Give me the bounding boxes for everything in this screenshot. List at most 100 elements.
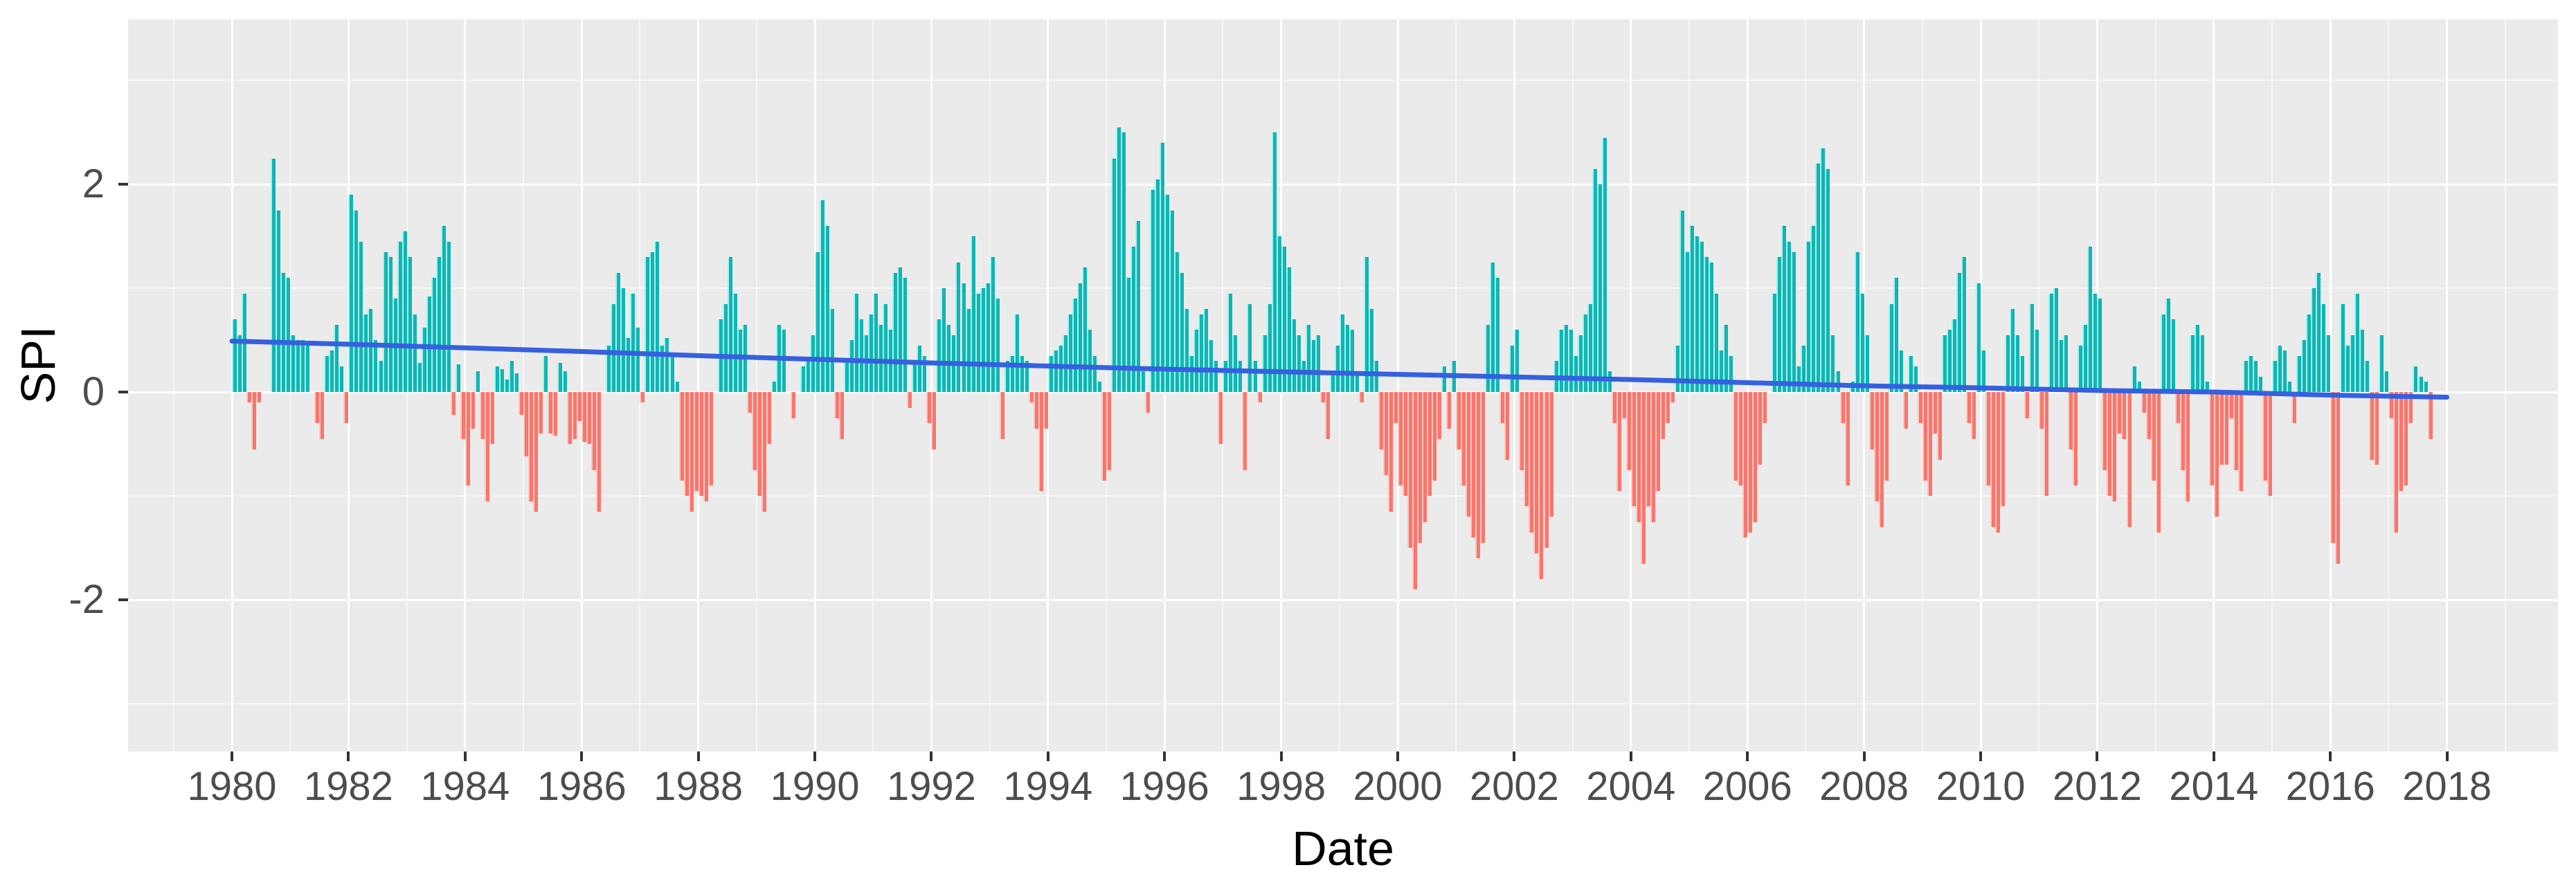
bar-positive [2092, 293, 2098, 392]
bar-positive [1835, 371, 1840, 392]
bar-positive [2015, 335, 2020, 392]
bar-negative [518, 392, 523, 415]
bar-negative [1752, 392, 1758, 522]
bar-negative [450, 392, 456, 415]
gridline-x-major [1396, 19, 1399, 751]
bar-positive [2029, 303, 2035, 392]
x-tick-label: 1998 [1236, 764, 1326, 809]
bar-negative [2388, 392, 2394, 418]
bar-positive [1485, 324, 1490, 392]
bar-positive [820, 199, 825, 392]
bar-positive [280, 272, 286, 392]
x-tick-label: 1992 [886, 764, 976, 809]
bar-negative [751, 392, 757, 470]
bar-positive [1329, 371, 1335, 392]
bar-negative [251, 392, 257, 450]
bar-positive [232, 319, 237, 392]
bar-positive [1252, 361, 1257, 392]
bar-negative [1257, 392, 1262, 402]
bar-negative [1883, 392, 1889, 481]
bar-positive [1096, 382, 1101, 392]
bar-negative [314, 392, 320, 423]
bar-positive [883, 303, 888, 392]
x-tick-mark [231, 751, 233, 761]
x-tick-label: 2006 [1702, 764, 1792, 809]
bar-positive [1310, 340, 1315, 392]
bar-positive [984, 283, 990, 392]
gridline-y-minor [128, 703, 2558, 704]
bar-positive [1131, 247, 1136, 392]
bar-positive [1184, 309, 1189, 392]
bar-positive [1791, 251, 1796, 392]
y-tick-mark [118, 183, 128, 186]
bar-positive [1295, 335, 1301, 392]
bar-positive [2058, 340, 2064, 392]
gridline-x-minor [1455, 19, 1457, 751]
bar-negative [756, 392, 762, 496]
bar-negative [1319, 392, 1325, 402]
bar-negative [572, 392, 577, 439]
bar-positive [1975, 283, 1981, 392]
bar-positive [825, 226, 830, 392]
bar-positive [2242, 361, 2248, 392]
bar-positive [1864, 335, 1869, 392]
bar-positive [659, 345, 665, 392]
bar-positive [1689, 226, 1694, 392]
bar-positive [606, 345, 611, 392]
bar-positive [1577, 335, 1583, 392]
bar-positive [1198, 314, 1204, 392]
bar-negative [1868, 392, 1874, 450]
bar-positive [2053, 288, 2059, 392]
bar-negative [1422, 392, 1427, 522]
gridline-x-major [464, 19, 467, 751]
bar-positive [2165, 299, 2170, 392]
bar-positive [912, 361, 917, 392]
x-tick-mark [2096, 751, 2099, 761]
bar-positive [377, 361, 383, 392]
bar-negative [1524, 392, 1529, 506]
bar-negative [2335, 392, 2341, 564]
bar-negative [1621, 392, 1626, 418]
bar-negative [1101, 392, 1106, 481]
bar-positive [2384, 371, 2389, 392]
bar-negative [2174, 392, 2180, 423]
gridline-x-minor [639, 19, 641, 751]
bar-negative [1407, 392, 1413, 548]
x-tick-mark [813, 751, 816, 761]
bar-negative [246, 392, 252, 402]
bar-positive [2272, 361, 2277, 392]
bar-negative [1538, 392, 1544, 579]
y-tick-label: 0 [82, 369, 105, 414]
bar-positive [1820, 148, 1826, 392]
bar-positive [237, 335, 242, 392]
bar-negative [1742, 392, 1748, 537]
bar-positive [1941, 335, 1947, 392]
bar-positive [1601, 137, 1607, 392]
bar-positive [1684, 251, 1689, 392]
x-tick-mark [463, 751, 467, 761]
bar-negative [2218, 392, 2224, 465]
y-axis-title: SPI [11, 326, 65, 404]
bar-positive [2204, 382, 2209, 392]
bar-positive [2282, 350, 2287, 392]
bar-negative [1878, 392, 1884, 527]
bar-positive [426, 296, 431, 392]
bar-negative [1432, 392, 1437, 481]
bar-positive [1111, 158, 1117, 392]
bar-positive [543, 355, 548, 392]
bar-negative [465, 392, 470, 486]
bar-positive [1150, 189, 1155, 392]
bar-positive [295, 340, 300, 392]
bar-positive [771, 382, 776, 392]
x-tick-mark [2329, 751, 2332, 761]
x-tick-label: 1982 [303, 764, 393, 809]
bar-positive [1334, 345, 1340, 392]
bar-negative [2145, 392, 2151, 439]
bar-positive [1951, 319, 1956, 392]
bar-negative [2262, 392, 2267, 481]
bar-negative [1461, 392, 1466, 486]
bar-positive [2010, 309, 2015, 392]
bar-positive [1776, 257, 1782, 392]
x-tick-mark [930, 751, 933, 761]
bar-negative [2068, 392, 2073, 450]
